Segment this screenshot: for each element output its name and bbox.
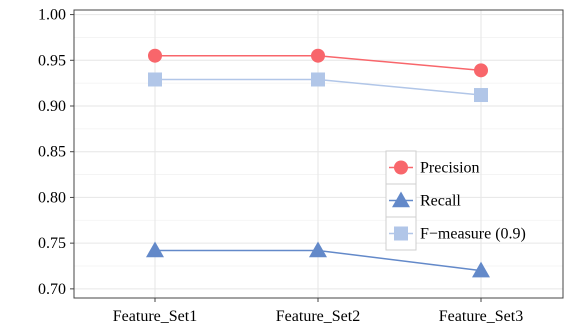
legend-key-marker — [394, 226, 408, 241]
series-triangle — [146, 241, 490, 278]
data-point-circle — [474, 63, 488, 78]
legend-item: Recall — [385, 183, 461, 218]
x-tick-label: Feature_Set3 — [439, 308, 523, 325]
legend-key-marker — [392, 191, 410, 208]
data-point-triangle — [309, 241, 327, 258]
y-tick-label: 0.95 — [38, 52, 66, 69]
y-tick-label: 0.70 — [38, 281, 66, 298]
series-circle — [148, 48, 488, 78]
y-tick-label: 0.75 — [38, 235, 66, 252]
legend-item: Precision — [385, 150, 480, 185]
y-tick-label: 0.85 — [38, 144, 66, 161]
data-point-circle — [311, 48, 325, 63]
data-point-triangle — [472, 261, 490, 278]
data-point-square — [311, 72, 325, 87]
series — [146, 48, 490, 278]
axes: 0.70 0.75 0.80 0.85 0.90 0.95 1.00 Feature_Set1… — [38, 7, 523, 325]
legend-key-marker — [394, 160, 408, 175]
y-tick-label: 0.90 — [38, 98, 66, 115]
series-square — [148, 72, 488, 103]
data-point-circle — [148, 48, 162, 63]
x-tick-label: Feature_Set2 — [276, 308, 360, 325]
legend-label: Recall — [420, 193, 461, 210]
y-tick-label: 1.00 — [38, 7, 66, 24]
legend-item: F−measure (0.9) — [385, 216, 526, 251]
data-point-square — [474, 88, 488, 103]
x-tick-label: Feature_Set1 — [113, 308, 197, 325]
legend: Precision Recall F−measure (0.9) — [385, 150, 526, 251]
legend-label: Precision — [420, 160, 480, 177]
data-point-square — [148, 72, 162, 87]
legend-label: F−measure (0.9) — [420, 226, 526, 243]
y-tick-label: 0.80 — [38, 189, 66, 206]
data-point-triangle — [146, 241, 164, 258]
